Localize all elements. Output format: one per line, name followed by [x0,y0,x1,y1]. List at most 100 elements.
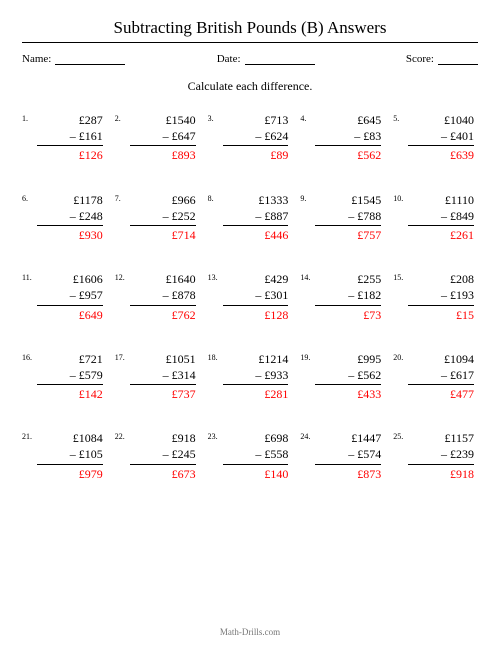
problem: 24.£1447– £574£873 [300,430,385,482]
minuend: £255 [315,271,381,287]
problem-stack: £645– £83£562 [315,112,385,164]
problem-number: 1. [22,112,34,123]
answer: £73 [315,306,381,323]
problem-stack: £995– £562£433 [315,351,385,403]
problem-stack: £1214– £933£281 [223,351,293,403]
problem-number: 9. [300,192,312,203]
problem-number: 17. [115,351,127,362]
subtrahend: – £933 [223,367,289,385]
problem-stack: £1640– £878£762 [130,271,200,323]
problem: 11.£1606– £957£649 [22,271,107,323]
answer: £89 [223,146,289,163]
problem-stack: £721– £579£142 [37,351,107,403]
problem-stack: £966– £252£714 [130,192,200,244]
answer: £15 [408,306,474,323]
answer: £714 [130,226,196,243]
score-label: Score: [406,53,434,65]
minuend: £1178 [37,192,103,208]
answer: £918 [408,465,474,482]
minuend: £918 [130,430,196,446]
problem-number: 15. [393,271,405,282]
minuend: £1084 [37,430,103,446]
subtrahend: – £562 [315,367,381,385]
answer: £979 [37,465,103,482]
problem: 10.£1110– £849£261 [393,192,478,244]
minuend: £1094 [408,351,474,367]
answer: £433 [315,385,381,402]
subtrahend: – £239 [408,446,474,464]
problem-stack: £1094– £617£477 [408,351,478,403]
answer: £639 [408,146,474,163]
problem-stack: £713– £624£89 [223,112,293,164]
title-rule [22,42,478,43]
name-field: Name: [22,53,125,65]
minuend: £1214 [223,351,289,367]
problem: 23.£698– £558£140 [208,430,293,482]
minuend: £995 [315,351,381,367]
minuend: £1157 [408,430,474,446]
subtrahend: – £105 [37,446,103,464]
subtrahend: – £401 [408,128,474,146]
answer: £562 [315,146,381,163]
page-title: Subtracting British Pounds (B) Answers [22,18,478,38]
score-blank [438,53,478,65]
problem: 16.£721– £579£142 [22,351,107,403]
subtrahend: – £248 [37,208,103,226]
subtrahend: – £314 [130,367,196,385]
answer: £673 [130,465,196,482]
minuend: £1333 [223,192,289,208]
minuend: £645 [315,112,381,128]
problem-number: 16. [22,351,34,362]
date-label: Date: [217,53,241,65]
minuend: £208 [408,271,474,287]
problem-stack: £918– £245£673 [130,430,200,482]
problem-number: 2. [115,112,127,123]
problem-number: 23. [208,430,220,441]
subtrahend: – £788 [315,208,381,226]
problem-number: 13. [208,271,220,282]
problem-grid: 1.£287– £161£1262.£1540– £647£8933.£713–… [22,112,478,482]
subtrahend: – £624 [223,128,289,146]
subtrahend: – £252 [130,208,196,226]
problem-stack: £208– £193£15 [408,271,478,323]
problem-number: 24. [300,430,312,441]
problem-number: 3. [208,112,220,123]
subtrahend: – £957 [37,287,103,305]
problem-stack: £255– £182£73 [315,271,385,323]
answer: £281 [223,385,289,402]
answer: £930 [37,226,103,243]
problem-number: 20. [393,351,405,362]
subtrahend: – £887 [223,208,289,226]
minuend: £1640 [130,271,196,287]
problem-number: 11. [22,271,34,282]
problem: 3.£713– £624£89 [208,112,293,164]
minuend: £429 [223,271,289,287]
problem-stack: £698– £558£140 [223,430,293,482]
problem: 18.£1214– £933£281 [208,351,293,403]
minuend: £287 [37,112,103,128]
problem: 12.£1640– £878£762 [115,271,200,323]
minuend: £721 [37,351,103,367]
problem: 5.£1040– £401£639 [393,112,478,164]
subtrahend: – £878 [130,287,196,305]
subtrahend: – £161 [37,128,103,146]
problem-stack: £287– £161£126 [37,112,107,164]
problem-stack: £1333– £887£446 [223,192,293,244]
problem-number: 10. [393,192,405,203]
answer: £762 [130,306,196,323]
problem: 21.£1084– £105£979 [22,430,107,482]
score-field: Score: [406,53,478,65]
problem-stack: £1447– £574£873 [315,430,385,482]
minuend: £1110 [408,192,474,208]
problem-number: 25. [393,430,405,441]
subtrahend: – £617 [408,367,474,385]
answer: £737 [130,385,196,402]
answer: £142 [37,385,103,402]
problem-stack: £1051– £314£737 [130,351,200,403]
answer: £140 [223,465,289,482]
subtrahend: – £579 [37,367,103,385]
answer: £261 [408,226,474,243]
problem-number: 12. [115,271,127,282]
problem-number: 6. [22,192,34,203]
subtrahend: – £647 [130,128,196,146]
